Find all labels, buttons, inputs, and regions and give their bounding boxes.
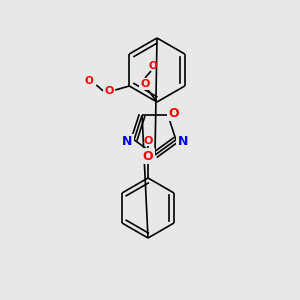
Text: O: O [143, 149, 153, 163]
Text: N: N [178, 135, 188, 148]
Text: O: O [85, 76, 94, 86]
Text: O: O [105, 86, 114, 96]
Text: O: O [140, 79, 150, 89]
Text: O: O [169, 107, 179, 120]
Text: O: O [143, 136, 153, 146]
Text: O: O [148, 61, 158, 71]
Text: N: N [122, 135, 132, 148]
